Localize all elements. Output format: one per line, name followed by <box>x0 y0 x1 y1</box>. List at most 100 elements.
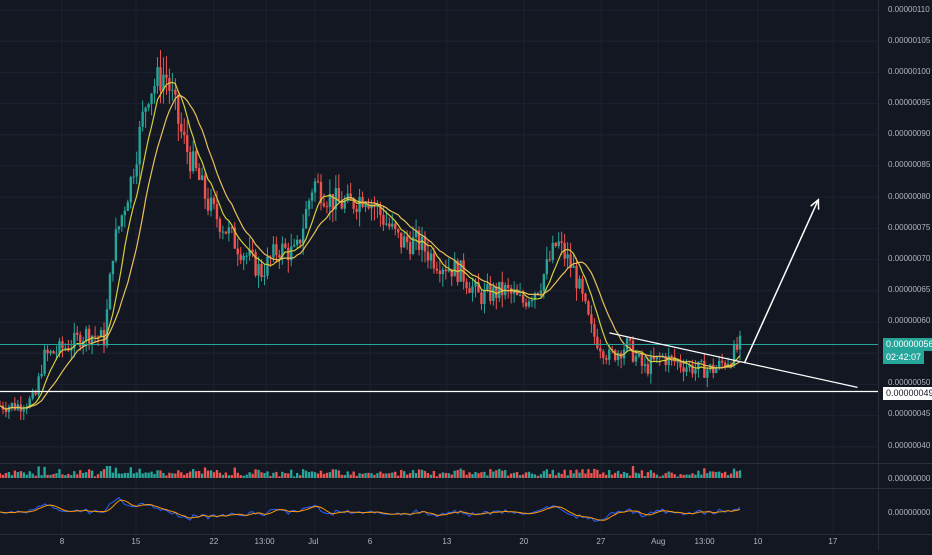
volume-bar <box>388 473 391 478</box>
time-tick-label: 13:00 <box>254 537 275 546</box>
candle-body <box>581 278 584 294</box>
candle-body <box>634 356 638 362</box>
candle-body <box>554 242 557 246</box>
volume-bar <box>331 469 335 478</box>
candle-body <box>296 239 299 245</box>
volume-bar <box>171 473 174 478</box>
candle-body <box>402 236 406 248</box>
candle-body <box>414 230 418 238</box>
volume-bar <box>450 474 453 478</box>
candle-body <box>587 301 590 315</box>
volume-bar <box>405 474 409 478</box>
volume-bar <box>435 476 439 478</box>
volume-bar <box>706 473 709 478</box>
candle-body <box>34 392 37 395</box>
candle-body <box>718 360 721 368</box>
volume-bar <box>397 475 400 478</box>
candle-body <box>515 291 519 295</box>
candle-body <box>129 177 132 203</box>
volume-bar <box>444 472 447 478</box>
drawing-tools[interactable] <box>0 198 878 393</box>
volume-bar <box>738 470 742 478</box>
candle-body <box>501 281 504 296</box>
candle-body <box>738 335 742 350</box>
volume-bar <box>135 472 138 478</box>
candle-body <box>542 274 546 291</box>
volume-bar <box>87 469 91 478</box>
time-tick-label: 27 <box>596 537 606 546</box>
volume-bar <box>310 471 314 478</box>
volume-bar <box>697 470 700 478</box>
volume-bar <box>432 470 436 478</box>
volume-bar <box>79 470 82 478</box>
volume-bar <box>495 470 498 478</box>
volume-bar <box>382 473 385 478</box>
candle-body <box>328 194 332 207</box>
volume-bar <box>260 472 263 478</box>
volume-bar <box>501 470 504 478</box>
volume-bar <box>545 469 549 478</box>
volume-bar <box>453 470 456 478</box>
volume-bar <box>441 472 444 478</box>
volume-bar <box>233 467 236 478</box>
candle-body <box>417 230 421 250</box>
candle-body <box>79 334 82 347</box>
candle-body <box>489 284 492 301</box>
candle-body <box>343 201 346 209</box>
candle-body <box>43 349 46 374</box>
volume-bar <box>343 474 346 478</box>
volume-bar <box>723 471 727 478</box>
volume-bar <box>319 470 323 478</box>
volume-bar <box>587 469 590 478</box>
volume-bar <box>625 473 629 478</box>
volume-bar <box>613 472 617 478</box>
candle-body <box>578 278 581 289</box>
candle-body <box>628 338 632 341</box>
volume-bar <box>162 472 165 478</box>
candle-body <box>566 254 569 259</box>
price-tick-label: 0.00000085 <box>888 160 931 169</box>
candle-body <box>186 135 189 153</box>
candle-body <box>135 164 138 177</box>
volume-bar <box>542 471 546 478</box>
volume-bar <box>480 472 483 478</box>
arrow-head-icon <box>810 198 820 210</box>
volume-bar <box>105 466 109 478</box>
volume-bar <box>73 471 76 478</box>
volume-bar <box>316 473 320 478</box>
volume-bar <box>102 469 106 478</box>
volume-bar <box>411 470 415 478</box>
candle-body <box>548 259 551 261</box>
volume-bar <box>272 472 275 478</box>
volume-bar <box>150 471 153 478</box>
candle-body <box>281 243 284 258</box>
volume-bar <box>685 474 688 478</box>
volume-bar <box>10 475 14 478</box>
candle-body <box>706 369 709 378</box>
candle-body <box>13 403 17 410</box>
candle-body <box>310 192 314 201</box>
candle-body <box>171 89 174 91</box>
candle-body <box>168 77 171 91</box>
volume-bar <box>527 471 531 478</box>
volume-bar <box>729 473 733 478</box>
volume-bar <box>28 471 31 478</box>
volume-bar <box>557 472 560 478</box>
volume-bar <box>483 471 486 478</box>
volume-bar <box>227 475 231 478</box>
volume-bar <box>328 472 332 478</box>
volume-bar <box>456 470 459 478</box>
candle-body <box>55 352 58 354</box>
volume-bar <box>694 474 697 478</box>
volume-bar <box>82 472 85 478</box>
volume-bar <box>575 469 578 478</box>
candle-body <box>616 352 620 361</box>
volume-bar <box>245 474 248 478</box>
volume-bar <box>212 472 216 478</box>
candle-body <box>224 231 228 234</box>
candle-body <box>394 223 397 230</box>
volume-bar <box>254 469 257 478</box>
candle-body <box>382 215 385 225</box>
